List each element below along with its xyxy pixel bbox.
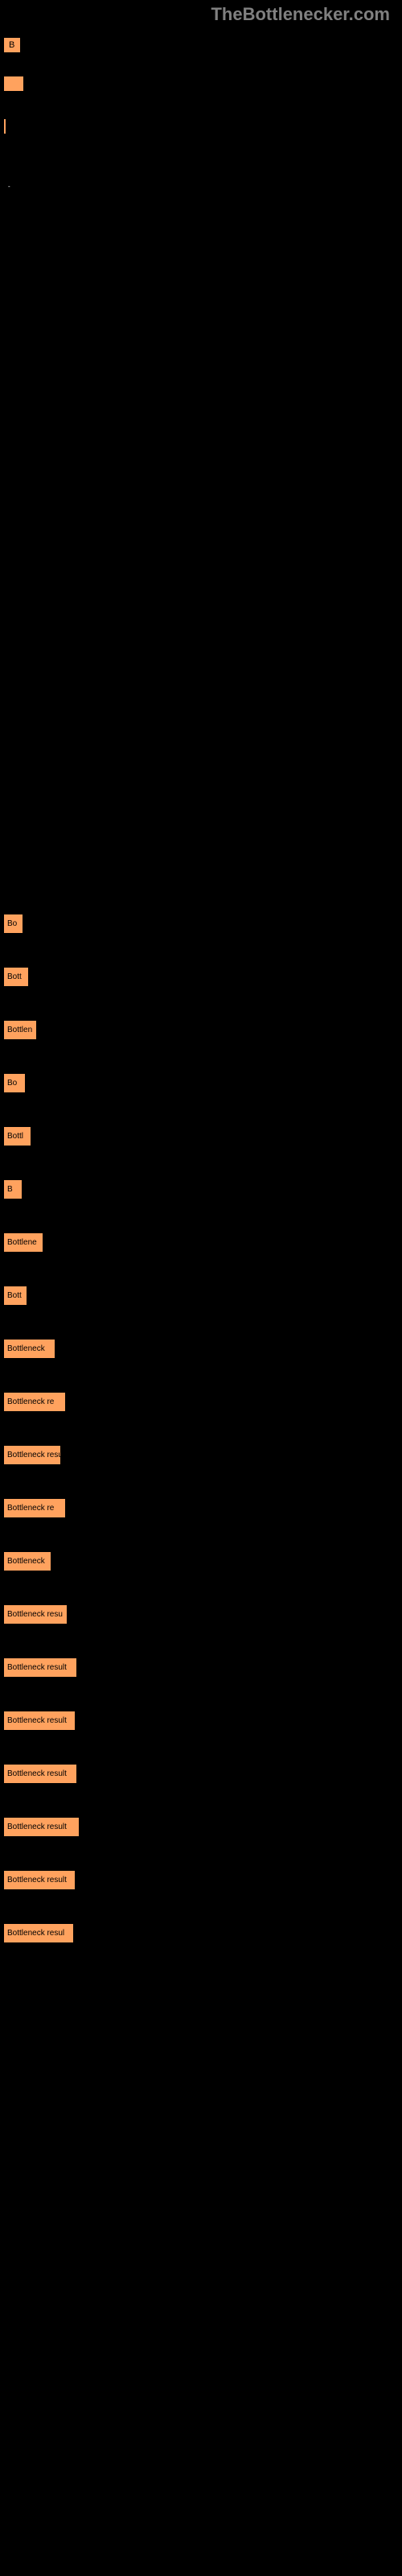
site-logo: TheBottlenecker.com	[0, 0, 402, 29]
result-row: Bottl	[4, 1127, 398, 1150]
result-row: Bottleneck	[4, 1340, 398, 1362]
result-row: Bottleneck result	[4, 1818, 398, 1840]
result-row: Bottleneck resul	[4, 1924, 398, 1946]
result-row: Bottleneck re	[4, 1393, 398, 1415]
result-bar[interactable]: Bottleneck result	[4, 1871, 75, 1889]
result-row: Bott	[4, 1286, 398, 1309]
result-bar[interactable]: Bottleneck	[4, 1552, 51, 1571]
top-bar-label-2	[4, 76, 23, 91]
result-bar[interactable]: Bott	[4, 1286, 27, 1305]
result-row: Bottlen	[4, 1021, 398, 1043]
top-section: B	[0, 29, 402, 170]
result-row: Bottleneck resu	[4, 1446, 398, 1468]
result-bar[interactable]: Bo	[4, 1074, 25, 1092]
result-row: Bottlene	[4, 1233, 398, 1256]
result-row: B	[4, 1180, 398, 1203]
result-bar[interactable]: Bottleneck resu	[4, 1446, 60, 1464]
result-row: Bottleneck result	[4, 1711, 398, 1734]
result-row: Bottleneck result	[4, 1658, 398, 1681]
result-bar[interactable]: Bottlen	[4, 1021, 36, 1039]
result-bar[interactable]: Bott	[4, 968, 28, 986]
result-bar[interactable]: Bottleneck re	[4, 1393, 65, 1411]
result-bar[interactable]: Bottleneck re	[4, 1499, 65, 1517]
top-bar-1: B	[4, 37, 398, 76]
result-row: Bottleneck result	[4, 1765, 398, 1787]
scale-marker: -	[8, 183, 10, 190]
top-bar-label-3	[4, 119, 6, 134]
result-bar[interactable]: Bottleneck	[4, 1340, 55, 1358]
top-bar-2	[4, 76, 398, 119]
result-bar[interactable]: Bottleneck resu	[4, 1605, 67, 1624]
results-section: Bo Bott Bottlen Bo Bottl B Bottlene Bott…	[0, 910, 402, 1981]
result-row: Bottleneck	[4, 1552, 398, 1575]
result-bar[interactable]: Bo	[4, 914, 23, 933]
result-bar[interactable]: Bottleneck result	[4, 1765, 76, 1783]
result-row: Bottleneck re	[4, 1499, 398, 1521]
result-bar[interactable]: Bottlene	[4, 1233, 43, 1252]
result-row: Bottleneck resu	[4, 1605, 398, 1628]
result-bar[interactable]: Bottleneck resul	[4, 1924, 73, 1942]
result-bar[interactable]: Bottl	[4, 1127, 31, 1146]
middle-content: -	[0, 170, 402, 910]
result-row: Bo	[4, 1074, 398, 1096]
result-row: Bo	[4, 914, 398, 937]
result-bar[interactable]: B	[4, 1180, 22, 1199]
top-bar-label-1: B	[4, 38, 20, 52]
top-bar-3	[4, 119, 398, 162]
result-row: Bottleneck result	[4, 1871, 398, 1893]
result-row: Bott	[4, 968, 398, 990]
result-bar[interactable]: Bottleneck result	[4, 1658, 76, 1677]
result-bar[interactable]: Bottleneck result	[4, 1711, 75, 1730]
result-bar[interactable]: Bottleneck result	[4, 1818, 79, 1836]
